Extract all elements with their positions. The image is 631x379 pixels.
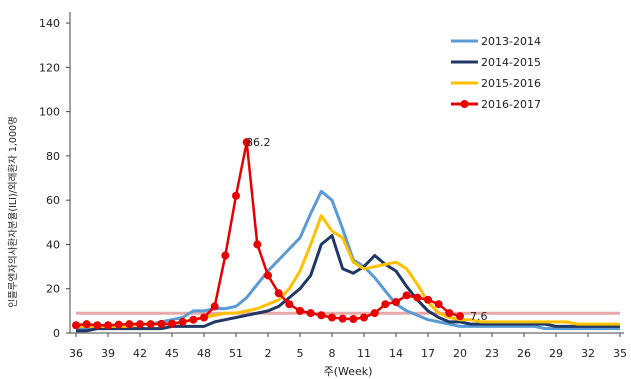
series-2016-2017: [72, 138, 464, 330]
x-tick-label: 26: [517, 347, 531, 360]
data-point: [360, 313, 368, 322]
data-point: [189, 315, 198, 324]
x-tick-label: 36: [69, 347, 83, 360]
data-point: [200, 313, 208, 322]
x-tick-label: 42: [133, 347, 147, 360]
data-point: [274, 289, 283, 298]
x-axis-label: 주(Week): [324, 365, 373, 378]
data-point: [285, 300, 294, 309]
x-tick-label: 48: [197, 347, 211, 360]
data-label: 7.6: [470, 310, 488, 323]
data-point: [82, 320, 91, 329]
x-ticks: 36 39 42 45 48 51 2 5 8 11 14 17 20 23 26 29 32 35: [69, 333, 627, 360]
x-tick-label: 11: [357, 347, 371, 360]
series-line: [76, 234, 620, 333]
data-point: [296, 306, 304, 315]
data-point: [413, 293, 422, 302]
data-label: 86.2: [246, 136, 271, 149]
legend-label: 2016-2017: [481, 98, 541, 111]
x-tick-label: 17: [421, 347, 435, 360]
x-tick-label: 2: [265, 347, 272, 360]
y-tick-label: 100: [39, 106, 60, 119]
legend-entry: 2015-2016: [451, 77, 541, 90]
x-tick-label: 39: [101, 347, 115, 360]
y-tick-label: 20: [46, 283, 60, 296]
x-tick-label: 14: [389, 347, 403, 360]
data-point: [157, 319, 166, 328]
legend-label: 2013-2014: [481, 35, 541, 48]
series-2014-2015: [76, 234, 620, 333]
series-line: [75, 140, 461, 327]
data-point: [264, 271, 272, 280]
data-point: [424, 295, 432, 304]
data-point: [168, 319, 176, 328]
x-tick-label: 5: [297, 347, 304, 360]
y-tick-label: 40: [46, 238, 60, 251]
x-tick-label: 51: [229, 347, 243, 360]
data-point: [306, 309, 315, 318]
y-ticks: 0 20 40 60 80 100 120 140: [39, 17, 70, 340]
data-point: [402, 291, 411, 300]
y-tick-label: 60: [46, 194, 60, 207]
data-point: [338, 314, 347, 323]
axes: [69, 12, 624, 334]
data-point: [456, 312, 464, 321]
data-point: [242, 138, 251, 147]
x-tick-label: 20: [453, 347, 467, 360]
data-point: [317, 311, 326, 320]
y-tick-label: 0: [53, 327, 60, 340]
data-point: [221, 251, 230, 260]
x-tick-label: 45: [165, 347, 179, 360]
x-tick-label: 8: [329, 347, 336, 360]
data-point: [434, 300, 443, 309]
legend-label: 2014-2015: [481, 56, 541, 69]
legend-label: 2015-2016: [481, 77, 541, 90]
y-tick-label: 80: [46, 150, 60, 163]
data-point: [114, 320, 123, 329]
series-line: [76, 189, 620, 331]
data-point: [93, 321, 102, 330]
y-tick-label: 120: [39, 61, 60, 74]
data-point: [146, 320, 155, 329]
data-point: [381, 300, 390, 309]
x-tick-label: 29: [549, 347, 563, 360]
y-tick-label: 140: [39, 17, 60, 30]
data-point: [72, 321, 80, 330]
legend-entry: 2016-2017: [451, 98, 541, 111]
data-point: [136, 320, 144, 329]
data-point: [104, 321, 112, 330]
data-point: [210, 302, 219, 311]
x-tick-label: 35: [613, 347, 627, 360]
y-axis-label: 인플루엔자의사환자분율(ILI)/외래환자 1,000명: [7, 116, 19, 308]
x-tick-label: 32: [581, 347, 595, 360]
data-point: [370, 309, 379, 318]
data-point: [328, 313, 336, 322]
x-tick-label: 23: [485, 347, 499, 360]
series-lines: [72, 138, 620, 333]
data-point: [178, 317, 187, 326]
data-point: [232, 191, 240, 200]
data-point: [445, 309, 454, 318]
series-2013-2014: [76, 189, 620, 331]
legend: 2013-2014 2014-2015 2015-2016 2016-2017: [451, 35, 541, 111]
legend-marker: [460, 100, 469, 108]
data-point: [253, 240, 262, 249]
data-point: [349, 315, 358, 324]
legend-entry: 2013-2014: [451, 35, 541, 48]
annotations: 86.2 7.6: [246, 136, 488, 323]
data-point: [125, 320, 134, 329]
data-point: [392, 298, 400, 307]
legend-entry: 2014-2015: [451, 56, 541, 69]
